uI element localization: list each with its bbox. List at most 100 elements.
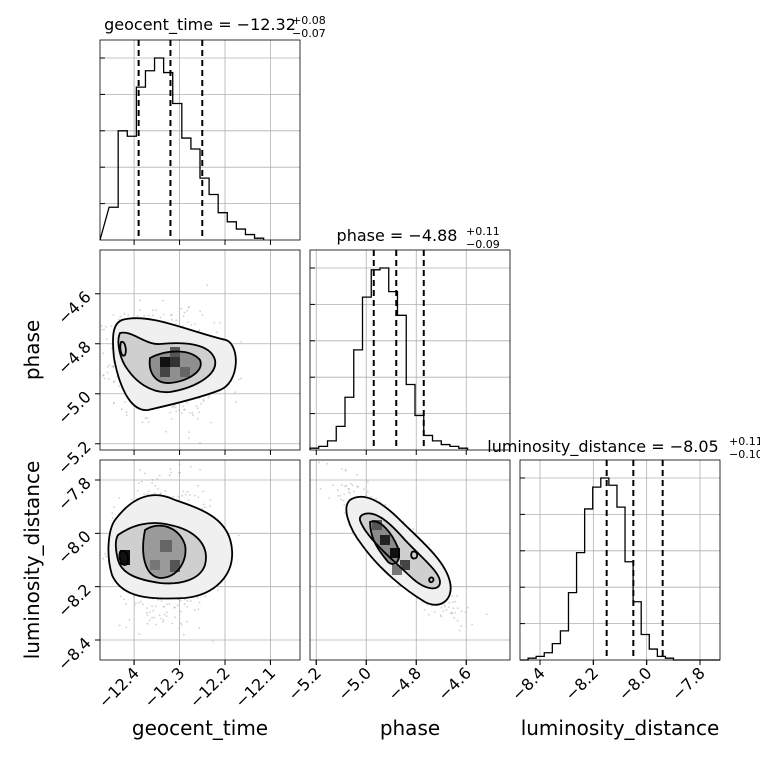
scatter-point <box>194 323 196 325</box>
scatter-point <box>146 622 149 625</box>
scatter-point <box>344 485 346 488</box>
scatter-point <box>182 490 185 493</box>
scatter-point <box>194 609 196 611</box>
density-cell-4 <box>392 565 402 575</box>
scatter-point <box>363 488 365 490</box>
scatter-panel-geocent-time-vs-luminosity-distance: −8.4 −8.2 −8.0 −7.8 −12.4−12.3−12.2−12.1 <box>54 459 301 711</box>
scatter-point <box>143 314 146 317</box>
title-luminosity-distance-upper: +0.11 <box>729 435 760 448</box>
scatter-point <box>347 487 350 490</box>
scatter-point <box>159 316 162 319</box>
scatter-point <box>357 486 359 488</box>
scatter-point <box>118 385 120 387</box>
scatter-point <box>196 596 199 599</box>
scatter-point <box>101 329 104 331</box>
x-axis-geocent-time-tick-label-1: −12.3 <box>140 663 188 711</box>
title-luminosity-distance-lower: −0.10 <box>729 448 760 461</box>
scatter-point <box>198 627 201 629</box>
x-axis-phase-tick-label-0: −5.2 <box>284 663 325 704</box>
scatter-point <box>456 619 459 622</box>
scatter-point <box>160 617 162 620</box>
scatter-point <box>184 408 187 411</box>
scatter-point <box>120 408 123 411</box>
scatter-point <box>460 625 463 627</box>
scatter-point <box>170 314 172 316</box>
scatter-point <box>183 598 186 601</box>
x-axis-luminosity-distance-tick-label-2: −8.0 <box>615 663 656 704</box>
histogram-panel-geocent-time <box>99 39 301 245</box>
scatter-point <box>144 417 147 420</box>
scatter-point <box>153 492 156 495</box>
scatter-point <box>187 499 190 501</box>
scatter-point <box>201 314 204 317</box>
scatter-point <box>356 485 358 488</box>
density-cell-1 <box>380 535 390 545</box>
scatter-point <box>163 605 166 608</box>
contour-geocent-time-luminosity-distance-2 <box>142 524 187 579</box>
scatter-panel-geocent-time-vs-phase: −5.2 −5.0 −4.8 −4.6 <box>54 249 301 478</box>
scatter-point <box>348 488 350 491</box>
frame-phase <box>309 249 511 451</box>
scatter-point <box>187 321 189 323</box>
histogram-panel-phase <box>309 249 511 455</box>
scatter-point <box>189 412 192 414</box>
scatter-point <box>181 494 184 497</box>
contour-geocent-time-luminosity-distance-0 <box>107 494 233 600</box>
x-axis-geocent-time-tick-label-2: −12.2 <box>186 663 234 711</box>
scatter-point <box>169 411 171 414</box>
scatter-point <box>140 600 143 603</box>
scatter-point <box>367 480 369 483</box>
scatter-point <box>412 528 415 531</box>
density-cell-0 <box>372 520 382 530</box>
scatter-point <box>138 468 141 471</box>
scatter-point <box>151 479 154 481</box>
scatter-point <box>110 325 113 328</box>
scatter-point <box>173 607 176 609</box>
contour-phase-luminosity-distance-3 <box>410 550 419 560</box>
scatter-point <box>448 601 451 604</box>
scatter-point <box>112 366 115 369</box>
scatter-point <box>133 595 135 597</box>
scatter-point <box>105 338 108 341</box>
scatter-point <box>176 604 179 607</box>
x-axis-geocent-time-tick-label-3: −12.1 <box>231 663 279 711</box>
scatter-point <box>146 493 149 496</box>
title-luminosity-distance: luminosity_distance = −8.05 <box>487 437 718 457</box>
density-cell-4 <box>180 367 190 377</box>
scatter-point <box>171 314 173 316</box>
scatter-point <box>180 622 182 625</box>
scatter-point <box>460 610 463 613</box>
scatter-point <box>147 314 150 317</box>
density-cell-2 <box>390 548 400 558</box>
scatter-point <box>105 325 107 328</box>
scatter-point <box>192 414 194 417</box>
scatter-point <box>198 411 201 414</box>
scatter-point <box>64 336 66 338</box>
scatter-point <box>106 365 109 368</box>
scatter-point <box>237 378 240 381</box>
scatter-point <box>175 319 178 322</box>
scatter-point <box>451 595 453 597</box>
scatter-point <box>127 314 130 317</box>
scatter-point <box>179 471 182 474</box>
scatter-point <box>485 613 488 616</box>
scatter-point <box>98 607 100 609</box>
scatter-point <box>117 318 120 321</box>
scatter-point <box>165 430 168 433</box>
scatter-point <box>341 468 343 470</box>
scatter-point <box>319 487 322 490</box>
title-phase-upper: +0.11 <box>466 225 500 238</box>
x-axis-label-luminosity-distance: luminosity_distance <box>521 716 720 740</box>
scatter-point <box>119 315 122 318</box>
scatter-point <box>162 620 164 623</box>
scatter-point <box>453 616 456 619</box>
scatter-point <box>162 619 165 621</box>
scatter-point <box>155 623 158 626</box>
scatter-point <box>326 462 329 465</box>
scatter-point <box>169 468 172 470</box>
scatter-point <box>447 606 450 609</box>
scatter-point <box>339 494 342 497</box>
scatter-point <box>112 381 115 384</box>
scatter-point <box>145 611 148 614</box>
scatter-point <box>237 534 240 537</box>
